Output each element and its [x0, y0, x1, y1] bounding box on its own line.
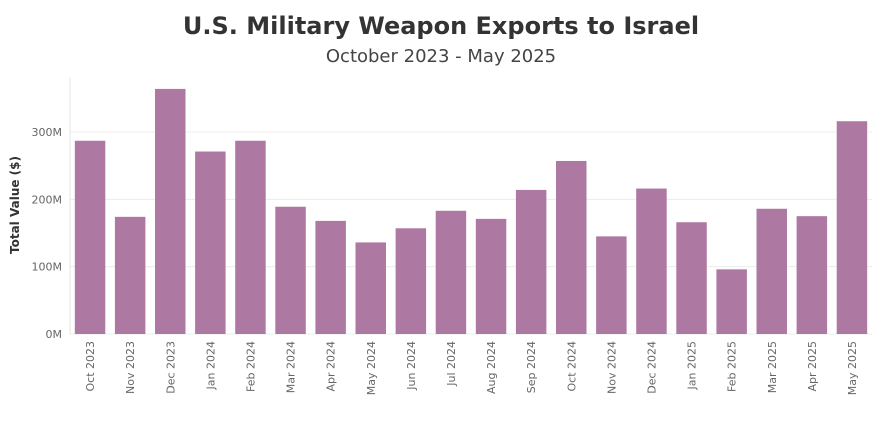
bar[interactable]: [74, 140, 106, 334]
x-tick-label: Feb 2024: [244, 341, 257, 392]
bar[interactable]: [716, 269, 747, 334]
x-tick-label: Oct 2023: [84, 341, 97, 392]
x-tick-label: May 2024: [365, 341, 378, 395]
x-tick-label: Nov 2023: [124, 341, 137, 394]
bar[interactable]: [395, 228, 427, 334]
x-tick-label: Jan 2025: [686, 341, 699, 390]
x-tick-label: Dec 2023: [164, 341, 177, 394]
x-tick-label: Jul 2024: [445, 341, 458, 387]
x-tick-label: May 2025: [846, 341, 859, 395]
bar[interactable]: [435, 210, 467, 334]
x-tick-label: Jun 2024: [405, 341, 418, 391]
bar[interactable]: [515, 189, 547, 334]
x-tick-label: Dec 2024: [645, 341, 658, 394]
bar[interactable]: [235, 140, 266, 334]
x-tick-label: Apr 2025: [806, 341, 819, 392]
bar[interactable]: [275, 206, 306, 334]
y-tick-label: 100M: [32, 261, 63, 274]
chart-subtitle: October 2023 - May 2025: [325, 46, 557, 67]
x-tick-label: Mar 2024: [285, 341, 298, 393]
y-tick-label: 0M: [46, 328, 63, 341]
bar[interactable]: [796, 216, 828, 334]
x-tick-label: Oct 2024: [565, 341, 578, 392]
bar[interactable]: [676, 222, 707, 334]
x-tick-label: Nov 2024: [605, 341, 618, 394]
grid-lines: [69, 78, 872, 335]
bar[interactable]: [756, 208, 787, 334]
bar[interactable]: [475, 218, 507, 334]
y-axis-label: Total Value ($): [8, 156, 22, 254]
chart-title: U.S. Military Weapon Exports to Israel: [182, 12, 700, 40]
bar[interactable]: [195, 151, 226, 334]
bar[interactable]: [155, 88, 186, 334]
bar[interactable]: [114, 216, 146, 334]
bar[interactable]: [355, 242, 386, 334]
bar[interactable]: [556, 160, 587, 334]
y-tick-label: 200M: [32, 193, 63, 206]
bar[interactable]: [836, 121, 868, 334]
x-tick-label: Feb 2025: [726, 341, 739, 392]
x-tick-label: Apr 2024: [325, 341, 338, 392]
bar[interactable]: [636, 188, 667, 334]
bar[interactable]: [315, 220, 346, 334]
x-tick-label: Sep 2024: [525, 341, 538, 393]
x-axis-ticks: Oct 2023 Nov 2023 Dec 2023 Jan 2024 Feb 2024…: [84, 341, 859, 395]
x-tick-label: Mar 2025: [766, 341, 779, 393]
bar-series: [74, 88, 868, 334]
x-tick-label: Aug 2024: [485, 341, 498, 394]
y-axis-ticks: 0M 100M 200M 300M: [32, 126, 63, 341]
bar[interactable]: [596, 236, 627, 334]
x-tick-label: Jan 2024: [204, 341, 217, 390]
y-tick-label: 300M: [32, 126, 63, 139]
